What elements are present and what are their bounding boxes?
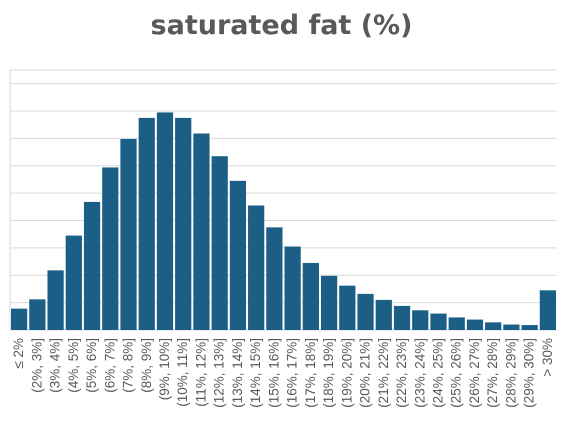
x-tick-label: (11%, 12%] xyxy=(193,338,208,407)
x-tick-label: (15%, 16%] xyxy=(266,338,281,408)
x-tick-label: (13%, 14%] xyxy=(230,338,245,408)
x-tick-label: (19%, 20%] xyxy=(339,338,354,408)
x-tick-label: (4%, 5%] xyxy=(66,338,81,393)
x-tick-label: (29%, 30%] xyxy=(522,338,537,408)
x-tick-label: (27%, 28%] xyxy=(485,338,500,408)
bar xyxy=(211,156,228,330)
bar xyxy=(339,285,356,330)
bar xyxy=(138,117,155,330)
x-tick-label: (3%, 4%] xyxy=(48,338,63,393)
bar xyxy=(521,325,538,330)
bar xyxy=(503,324,520,330)
bar xyxy=(302,262,319,330)
bar xyxy=(466,319,484,330)
x-tick-label: (22%, 23%] xyxy=(394,338,409,408)
x-tick-label: (17%, 18%] xyxy=(303,338,318,408)
bar xyxy=(375,299,392,330)
x-tick-label: (25%, 26%] xyxy=(449,338,464,408)
x-tick-label: (5%, 6%] xyxy=(84,338,99,393)
bar xyxy=(120,138,137,330)
bar xyxy=(266,227,283,330)
bar xyxy=(357,293,374,330)
bars xyxy=(11,112,556,330)
bar xyxy=(448,317,465,330)
x-tick-label: (16%, 17%] xyxy=(285,338,300,408)
bar xyxy=(412,310,429,330)
bar xyxy=(248,205,265,330)
bar xyxy=(29,299,46,330)
x-tick-label: (8%, 9%] xyxy=(139,338,154,393)
bar xyxy=(47,270,64,330)
chart-title: saturated fat (%) xyxy=(150,10,413,41)
bar xyxy=(102,167,119,330)
x-tick-label: (10%, 11%] xyxy=(175,338,190,407)
x-tick-label: (2%, 3%] xyxy=(29,338,44,393)
x-tick-label: (21%, 22%] xyxy=(376,338,391,408)
x-tick-label: (18%, 19%] xyxy=(321,338,336,408)
bar xyxy=(65,235,82,330)
x-tick-label: (9%, 10%] xyxy=(157,338,172,400)
x-tick-label: (26%, 27%] xyxy=(467,338,482,408)
x-tick-label: (20%, 21%] xyxy=(358,338,373,408)
x-tick-label: (14%, 15%] xyxy=(248,338,263,408)
x-tick-label: (24%, 25%] xyxy=(430,338,445,408)
x-tick-label: (23%, 24%] xyxy=(412,338,427,408)
bar xyxy=(485,322,502,330)
x-tick-label: (12%, 13%] xyxy=(212,338,227,408)
bar xyxy=(83,201,101,330)
x-tick-label: (28%, 29%] xyxy=(503,338,518,408)
bar xyxy=(175,117,192,330)
bar xyxy=(11,308,28,330)
bar xyxy=(284,246,301,330)
x-tick-label: (6%, 7%] xyxy=(102,338,117,393)
x-tick-label: > 30% xyxy=(540,338,555,377)
x-tick-labels: ≤ 2% (2%, 3%] (3%, 4%] (4%, 5%] (5%, 6%] (6%,… xyxy=(11,338,555,408)
bar xyxy=(229,180,247,330)
bar xyxy=(539,290,556,330)
bar xyxy=(193,133,210,330)
bar xyxy=(393,305,411,330)
bar xyxy=(320,275,338,330)
gridlines xyxy=(9,69,557,331)
x-tick-label: ≤ 2% xyxy=(11,338,26,369)
bar xyxy=(430,313,447,330)
x-tick-label: (7%, 8%] xyxy=(121,338,136,393)
bar xyxy=(156,112,174,330)
